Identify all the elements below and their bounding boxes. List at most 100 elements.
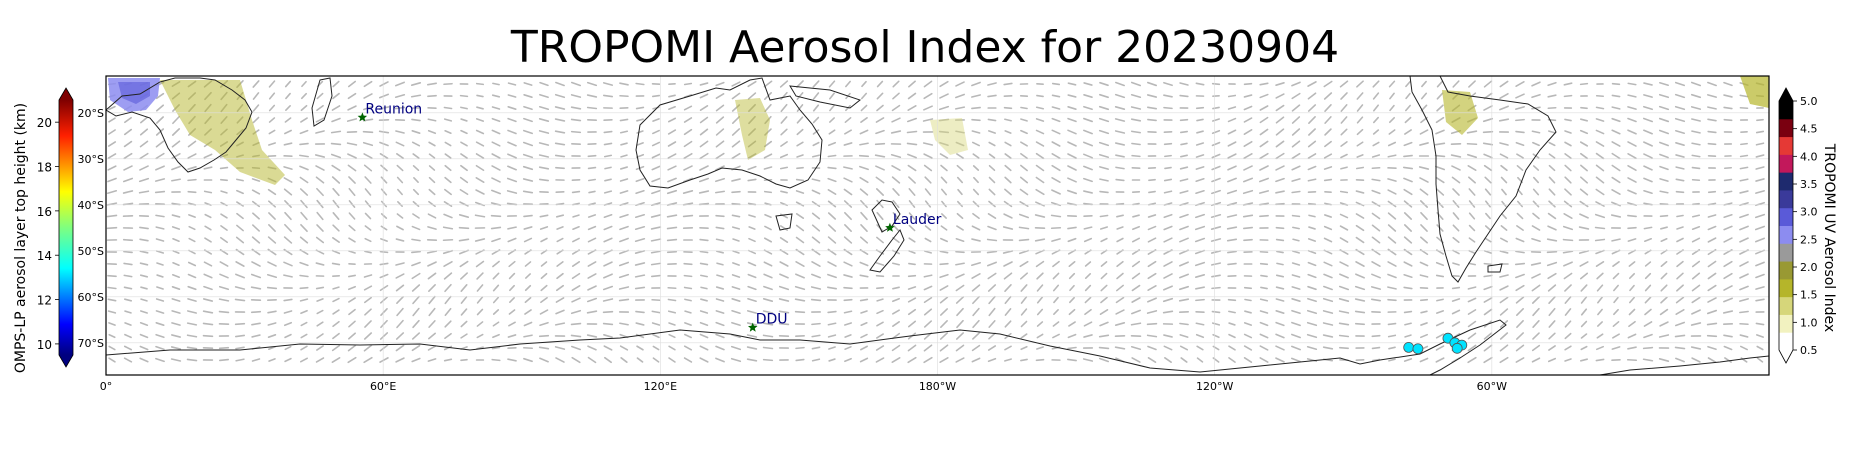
wind-vector [859, 298, 869, 302]
wind-vector [299, 176, 309, 184]
wind-vector [1658, 117, 1670, 123]
wind-vector [1530, 262, 1542, 266]
wind-vector [1436, 310, 1444, 314]
wind-vector [763, 285, 773, 291]
wind-vector [1388, 80, 1396, 88]
wind-vector [1579, 213, 1589, 219]
wind-vector [107, 310, 117, 314]
wind-vector [1291, 262, 1301, 266]
wind-vector [1690, 346, 1702, 350]
wind-vector [1053, 309, 1059, 315]
wind-vector [1356, 128, 1364, 136]
wind-vector [139, 250, 149, 254]
wind-vector [539, 226, 549, 230]
wind-vector [475, 118, 485, 122]
wind-vector [939, 262, 949, 266]
wind-vector [683, 274, 693, 278]
aerosol-patch-africa-high-core [118, 82, 150, 104]
wind-vector [107, 165, 117, 171]
wind-vector [491, 153, 501, 159]
wind-vector [619, 190, 629, 194]
wind-vector [634, 237, 646, 243]
wind-vector [1195, 322, 1205, 326]
wind-vector [268, 92, 276, 100]
wind-vector [460, 129, 468, 135]
wind-vector [460, 320, 468, 328]
wind-vector [1674, 105, 1686, 111]
wind-vector [460, 284, 468, 292]
wind-vector [1004, 284, 1012, 292]
wind-vector [1019, 201, 1029, 207]
wind-vector [812, 129, 820, 135]
wind-vector [410, 94, 422, 98]
wind-vector [988, 188, 996, 196]
wind-vector [1339, 346, 1349, 350]
wind-vector [666, 238, 678, 242]
wind-vector [1676, 237, 1684, 243]
wind-vector [779, 153, 789, 159]
wind-vector [860, 117, 868, 123]
wind-vector [1258, 190, 1270, 194]
wind-vector [1115, 202, 1125, 206]
wind-vector [154, 178, 166, 182]
wind-vector [1546, 238, 1558, 242]
wind-vector [490, 226, 502, 230]
wind-vector [1195, 177, 1205, 183]
wind-vector [763, 153, 773, 159]
wind-vector [1660, 237, 1668, 243]
wind-vector [427, 82, 437, 86]
wind-vector [539, 81, 549, 87]
wind-vector [203, 273, 213, 279]
wind-vector [1052, 333, 1060, 339]
wind-vector [1099, 166, 1109, 170]
wind-vector [651, 165, 661, 171]
wind-vector [1324, 140, 1332, 148]
wind-vector [955, 357, 965, 363]
wind-vector [443, 106, 453, 110]
wind-vector [1467, 262, 1477, 266]
wind-vector [1579, 200, 1589, 208]
wind-vector [539, 321, 549, 327]
wind-vector [283, 166, 293, 170]
wind-vector [250, 273, 262, 279]
wind-vector [1419, 177, 1429, 183]
wind-vector [1100, 237, 1108, 243]
wind-vector [875, 262, 885, 266]
wind-vector [1596, 284, 1604, 292]
wind-vector [906, 142, 918, 146]
wind-vector [700, 274, 708, 278]
wind-vector [715, 104, 725, 112]
wind-vector [1211, 189, 1221, 195]
wind-vector [1115, 309, 1125, 315]
wind-vector [1452, 80, 1460, 88]
wind-vector [1706, 322, 1718, 326]
wind-vector [1163, 81, 1173, 87]
wind-vector [1291, 152, 1301, 160]
lon-tick-label: 120°E [644, 380, 677, 393]
wind-vector [234, 334, 246, 338]
wind-vector [525, 273, 531, 279]
wind-vector [1004, 130, 1012, 134]
wind-vector [1387, 286, 1397, 290]
wind-vector [1371, 189, 1381, 195]
wind-vector [156, 116, 164, 124]
wind-vector [1323, 261, 1333, 267]
wind-vector [1178, 285, 1190, 291]
wind-vector [140, 116, 148, 124]
wind-vector [908, 176, 916, 184]
wind-vector [332, 199, 340, 209]
wind-vector [1308, 226, 1316, 230]
wind-vector [427, 226, 437, 230]
wind-vector [1035, 118, 1045, 122]
wind-vector [940, 320, 948, 328]
wind-vector [618, 298, 630, 302]
wind-vector [747, 140, 757, 148]
wind-vector [107, 177, 117, 183]
wind-vector [411, 118, 421, 122]
wind-vector [748, 103, 756, 113]
wind-vector [764, 225, 772, 231]
wind-vector [522, 141, 534, 147]
wind-vector [1275, 310, 1285, 314]
wind-vector [908, 188, 916, 196]
wind-vector [1147, 237, 1157, 243]
